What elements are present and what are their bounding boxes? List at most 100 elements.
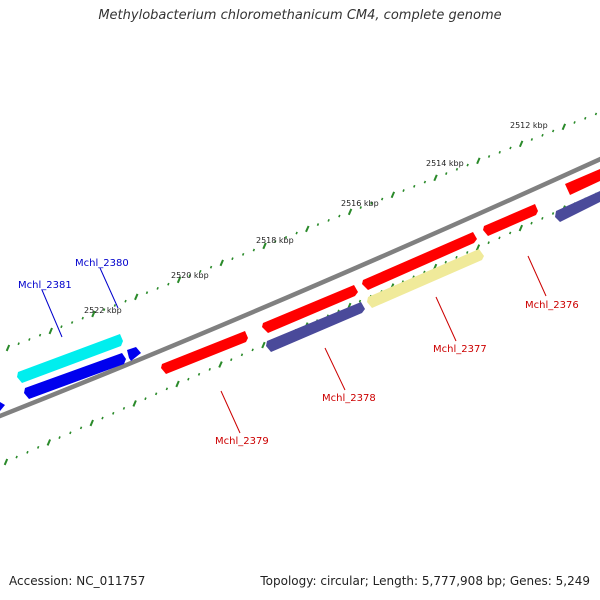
- outer-scale-tick: [176, 276, 182, 284]
- gene-feature-red-long-2: [262, 285, 358, 333]
- inner-scale-tick: [466, 251, 469, 254]
- gene-feature-red-mchl-2379: [161, 331, 248, 374]
- gene-feature-blue-mchl-2380: [127, 347, 141, 361]
- outer-scale-tick: [370, 201, 373, 205]
- leader-mchl-2376: [527, 255, 547, 297]
- inner-scale-tick: [541, 216, 544, 220]
- inner-scale-tick: [423, 270, 426, 274]
- gene-feature-blue-edge: [0, 402, 5, 411]
- outer-scale-tick: [466, 163, 469, 167]
- outer-scale-tick: [584, 116, 587, 120]
- outer-scale-tick: [38, 333, 42, 337]
- inner-scale-tick: [175, 380, 180, 388]
- outer-scale-tick: [156, 286, 159, 290]
- outer-scale-tick: [402, 189, 405, 192]
- inner-scale-tick: [455, 255, 458, 259]
- inner-scale-tick: [101, 416, 104, 420]
- outer-scale-tick: [284, 235, 288, 239]
- gene-label-mchl-2380: Mchl_2380: [75, 258, 129, 269]
- scale-label-2522: 2522 kbp: [84, 306, 122, 315]
- outer-scale-tick: [380, 197, 384, 201]
- label-leaders: [41, 255, 547, 434]
- outer-scale-tick: [338, 214, 341, 218]
- outer-scale-tick: [551, 129, 555, 133]
- outer-scale-tick: [60, 325, 63, 329]
- outer-scale-tick: [241, 252, 245, 256]
- outer-scale-tick: [28, 338, 31, 341]
- outer-scale-tick: [231, 257, 234, 261]
- scale-label-2518: 2518 kbp: [256, 236, 294, 245]
- outer-scale-tick: [530, 138, 534, 141]
- inner-scale-tick: [208, 367, 211, 371]
- outer-scale-tick: [561, 123, 567, 131]
- scale-label-2516: 2516 kbp: [341, 199, 379, 208]
- outer-scale-tick: [199, 269, 202, 273]
- outer-scale-tick: [305, 225, 310, 233]
- gene-label-mchl-2376: Mchl_2376: [525, 300, 579, 311]
- footer-stats: Topology: circular; Length: 5,777,908 bp…: [260, 574, 590, 588]
- outer-scale-tick: [91, 310, 96, 318]
- outer-scale-tick: [594, 112, 598, 116]
- outer-scale-tick: [509, 146, 512, 150]
- outer-scale-tick: [145, 291, 149, 295]
- leader-mchl-2378: [324, 347, 346, 391]
- inner-scale-tick: [187, 377, 190, 381]
- inner-scale-tick: [498, 236, 501, 240]
- gene-label-mchl-2379: Mchl_2379: [215, 436, 269, 447]
- leader-mchl-2380: [99, 267, 119, 309]
- outer-scale-tick: [423, 180, 427, 184]
- inner-scale-tick: [508, 231, 512, 235]
- outer-scale-tick: [359, 206, 362, 209]
- gene-label-mchl-2381: Mchl_2381: [18, 280, 72, 291]
- outer-scale-tick: [81, 316, 84, 320]
- inner-scale-tick: [132, 400, 137, 407]
- outer-scale-tick: [134, 293, 139, 301]
- inner-scale-tick: [58, 436, 61, 439]
- genome-backbone: [0, 156, 600, 419]
- inner-scale-tick: [154, 392, 158, 396]
- outer-scale-tick: [274, 240, 277, 243]
- inner-scale-tick: [475, 244, 481, 251]
- inner-scale-tick: [15, 455, 18, 459]
- outer-scale-tick: [518, 140, 524, 148]
- inner-scale-tick: [89, 419, 94, 427]
- outer-scale-tick: [124, 299, 127, 303]
- gene-label-mchl-2377: Mchl_2377: [433, 344, 487, 355]
- outer-scale-tick: [113, 304, 117, 307]
- inner-scale-tick: [26, 450, 29, 454]
- outer-scale-tick: [219, 259, 224, 267]
- gene-feature-red-long-1: [362, 232, 477, 290]
- outer-scale-tick: [316, 223, 320, 226]
- outer-scale-tick: [209, 265, 213, 269]
- inner-scale-tick: [36, 445, 40, 449]
- outer-scale-tick: [498, 150, 501, 154]
- gene-feature-red-small: [483, 204, 538, 236]
- inner-scale-tick: [551, 212, 555, 215]
- inner-scale-tick: [518, 224, 524, 232]
- outer-scale-tick: [413, 184, 416, 188]
- gene-feature-slate-edge: [555, 191, 600, 222]
- inner-scale-tick: [165, 387, 169, 391]
- inner-scale-tick: [197, 372, 201, 376]
- outer-scale-tick: [455, 167, 459, 171]
- outer-scale-tick: [102, 308, 106, 312]
- map-title: Methylobacterium chloromethanicum CM4, c…: [98, 8, 502, 23]
- leader-mchl-2377: [435, 296, 457, 342]
- outer-scale-ticks: [5, 112, 598, 352]
- inner-scale-tick: [46, 439, 52, 446]
- inner-scale-tick: [144, 397, 147, 401]
- outer-scale-tick: [167, 282, 170, 286]
- footer-accession: Accession: NC_011757: [9, 574, 146, 588]
- gene-feature-red-edge: [565, 169, 600, 195]
- inner-scale-tick: [69, 431, 72, 435]
- inner-scale-tick: [218, 361, 223, 368]
- outer-scale-tick: [390, 191, 396, 199]
- gene-label-mchl-2378: Mchl_2378: [322, 393, 376, 404]
- outer-scale-tick: [70, 321, 74, 324]
- inner-scale-tick: [251, 348, 254, 352]
- inner-scale-tick: [3, 458, 9, 466]
- outer-scale-tick: [188, 274, 191, 278]
- gene-feature-cyan-mchl-2381: [17, 334, 123, 383]
